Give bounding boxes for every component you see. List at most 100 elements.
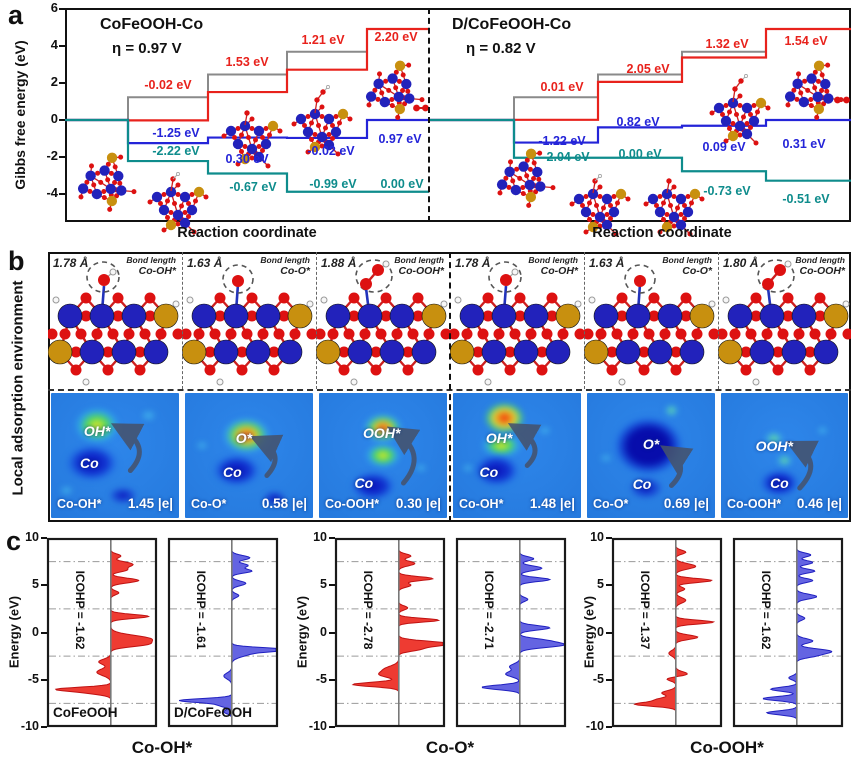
charge-transfer-value: 0.30 |e| [395,496,441,511]
panel-a-plot-area [65,8,851,222]
bond-tag: Co-OH* [57,497,102,511]
panel-a-letter: a [8,0,24,30]
adsorption-structure-Co-O* [182,264,316,386]
cohp-y-tick: 5 [320,577,327,592]
charge-transfer-value: 1.48 |e| [529,496,575,511]
oxygen-molecule [834,96,850,104]
cohp-y-tick: -10 [308,719,327,733]
density-blob-cyan [192,439,211,452]
bond-length-annotation: Bond length Co-O* [646,255,712,277]
cohp-y-tick-mark [329,726,335,728]
density-blob-cyan [597,451,616,465]
bond-length-value: 1.63 Å [187,256,223,270]
cohp-panel-CoFeOOH-Co-OOH* [611,537,723,728]
bond-tag: Co-OOH* [325,497,380,511]
cohp-y-tick: 0 [597,624,604,639]
cohp-panel-CoFeOOH-Co-O* [334,537,446,728]
panel-a-y-tick-mark [59,156,65,158]
cohp-y-tick: 10 [313,530,327,544]
panel-a-left-overpotential: η = 0.97 V [112,40,182,57]
cohp-y-tick: -5 [592,671,604,686]
cohp-y-axis-label-3: Energy (eV) [581,595,597,669]
adsorption-structure-Co-O* [584,264,718,386]
cobalt-label: Co [770,475,789,491]
cohp-y-tick-mark [606,631,612,634]
charge-transfer-arrow [785,440,819,491]
density-blob-dark2 [263,490,287,506]
density-blob-dark [349,470,396,501]
oxygen-molecule [413,104,429,112]
adsorption-structure-Co-OOH* [316,259,450,386]
cohp-group-label-co-o: Co-O* [425,738,475,757]
charge-transfer-value: 0.69 |e| [663,496,709,511]
molecule-structure [569,174,631,237]
cobalt-label: Co [223,463,242,480]
adsorption-structure-Co-OH* [450,261,584,386]
cohp-y-tick: 0 [32,624,39,639]
step-energy-label: 1.32 eV [705,37,749,52]
cohp-group-label-co-oh: Co-OH* [131,738,193,757]
step-energy-label: -0.67 eV [229,180,277,195]
step-energy-label: -0.02 eV [144,78,192,93]
cohp-y-tick-mark [606,726,612,728]
panel-a-y-tick-mark [59,82,65,84]
cohp-y-tick-mark [329,537,335,539]
bond-length-caption: Bond length [662,255,712,265]
density-blob-cyan [56,483,77,498]
cohp-panel-D-CoFeOOH-Co-OH* [167,537,279,728]
cohp-y-tick-mark [41,631,47,634]
charge-transfer-arrow [249,434,284,478]
panel-a-y-tick: -2 [46,148,58,163]
density-blob-hotS [663,404,680,417]
cobalt-label: Co [80,455,99,471]
panel-b-letter: b [8,246,25,276]
panel-a-y-tick: 0 [50,111,58,126]
cohp-panel-CoFeOOH-Co-OH* [46,537,158,728]
bond-length-caption: Bond length [260,255,310,265]
step-energy-label: -2.04 eV [542,150,590,165]
cohp-y-tick: -5 [27,671,39,686]
panel-a-y-axis-label: Gibbs free energy (eV) [12,40,28,190]
cohp-y-tick-mark [41,726,47,728]
charge-density-map-Co-OOH*: OOH* Co Co-OOH* 0.30 |e| [319,393,447,518]
charge-transfer-arrow [507,423,542,468]
bond-length-value: 1.63 Å [589,256,625,270]
molecule-structure [221,110,283,169]
bond-length-annotation: Bond length Co-OOH* [779,255,845,277]
step-energy-label: 1.21 eV [301,33,345,48]
cohp-y-tick: 5 [597,577,604,592]
density-blob-dark [65,444,119,482]
molecule-structure [365,60,425,120]
bond-length-value: 1.88 Å [321,256,357,270]
molecule-structure [147,172,209,235]
density-blob-dark [759,469,800,497]
icohp-value: ICOHP = -1.62 [73,570,87,650]
panel-a-divider [428,8,430,222]
charge-density-map-Co-OH*: OH* Co Co-OH* 1.48 |e| [453,393,581,518]
panel-a-left-title: CoFeOOH-Co [100,16,204,33]
cohp-y-axis-label-2: Energy (eV) [294,595,310,669]
step-energy-label: 0.82 eV [616,115,660,130]
energy-step-line-teal [429,118,851,182]
bond-length-annotation: Bond length Co-OH* [512,255,578,277]
cohp-y-tick: 5 [32,577,39,592]
material-tag: CoFeOOH [53,705,118,720]
cobalt-label: Co [354,475,374,491]
cohp-y-tick-mark [606,678,612,681]
cobalt-label: Co [479,463,499,480]
molecule-structure [784,60,844,120]
bond-length-caption: Bond length [795,255,845,265]
step-energy-label: 1.54 eV [784,34,828,49]
panel-a-right-overpotential: η = 0.82 V [466,40,536,57]
icohp-value: ICOHP = -1.62 [759,570,773,650]
density-blob-dark [473,454,520,487]
adsorbate-label: O* [642,436,660,453]
cohp-y-tick: 0 [320,624,327,639]
column-divider [718,252,719,389]
panel-a-y-tick: 4 [50,37,58,52]
bond-species-label: Co-O* [280,265,310,277]
bond-species-label: Co-OOH* [799,265,846,277]
bond-length-caption: Bond length [528,255,578,265]
icohp-value: ICOHP = -1.61 [194,570,208,650]
charge-density-map-Co-O*: O* Co Co-O* 0.58 |e| [185,393,313,518]
